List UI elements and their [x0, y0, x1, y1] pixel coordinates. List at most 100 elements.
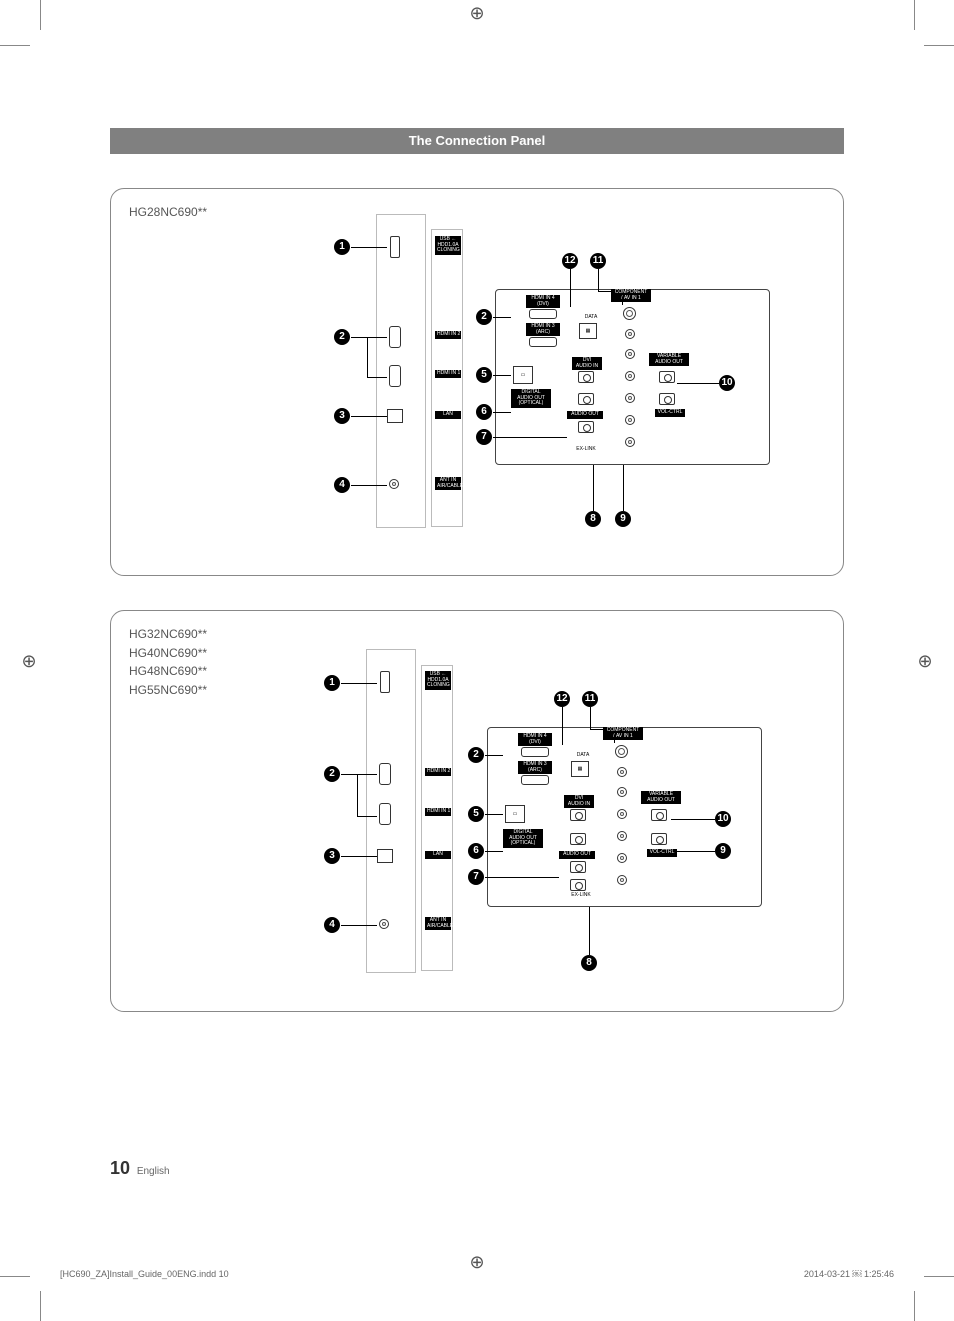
diagram-panel-hg32-55: HG32NC690** HG40NC690** HG48NC690** HG55…	[110, 610, 844, 1012]
volctrl-jack-icon	[659, 393, 675, 405]
avin2-b-icon	[617, 853, 627, 863]
callout-6: 6	[468, 843, 484, 859]
component-y-icon	[615, 745, 628, 758]
callout-2-left: 2	[334, 329, 350, 345]
callout-7: 7	[468, 869, 484, 885]
exlink-jack-icon	[570, 879, 586, 891]
variable-audio-label: VARIABLEAUDIO OUT	[649, 353, 689, 366]
hdmi1-label: HDMI IN 1	[435, 370, 461, 378]
rjp-port-icon: ▭	[513, 366, 533, 384]
volctrl-label: VOL-CTRL	[647, 849, 677, 857]
optical-jack-icon	[570, 833, 586, 845]
registration-icon: ⊕	[468, 4, 486, 22]
component-pr-icon	[625, 349, 635, 359]
hdmi4-label: HDMI IN 4(DVI)	[518, 733, 552, 746]
rjp-port-icon: ▭	[505, 805, 525, 823]
callout-8: 8	[585, 511, 601, 527]
optical-label: DIGITALAUDIO OUT(OPTICAL)	[511, 389, 551, 408]
callout-5: 5	[468, 806, 484, 822]
usb-label: USB ←HDD1.0ACLONING	[425, 671, 451, 690]
data-port-icon: ▦	[571, 761, 589, 777]
hdmi2-label: HDMI IN 2	[435, 331, 461, 339]
dvi-audio-label: DVIAUDIO IN	[564, 795, 594, 808]
crop-mark	[40, 1291, 41, 1321]
crop-mark	[0, 1276, 30, 1277]
audio-out-label: AUDIO OUT	[559, 851, 595, 859]
model-item: HG32NC690**	[129, 627, 207, 641]
callout-11: 11	[582, 691, 598, 707]
crop-mark	[40, 0, 41, 30]
avin2-b-icon	[625, 415, 635, 425]
callout-9: 9	[615, 511, 631, 527]
hdmi2-port-icon	[389, 326, 401, 348]
hdmi4-port-icon	[529, 309, 557, 319]
callout-7: 7	[476, 429, 492, 445]
page-number: 10 English	[110, 1158, 170, 1179]
hdmi2-label: HDMI IN 2	[425, 768, 451, 776]
callout-3: 3	[324, 848, 340, 864]
callout-11: 11	[590, 253, 606, 269]
page-content: The Connection Panel HG28NC690** USB ←HD…	[110, 128, 844, 1012]
registration-icon: ⊕	[20, 652, 38, 670]
antenna-label: ANT INAIR/CABLE	[435, 477, 461, 490]
callout-2-right: 2	[476, 309, 492, 325]
callout-4: 4	[334, 477, 350, 493]
callout-1: 1	[334, 239, 350, 255]
hdmi3-port-icon	[529, 337, 557, 347]
hdmi3-port-icon	[521, 775, 549, 785]
var-audio-jack-icon	[659, 371, 675, 383]
callout-8: 8	[581, 955, 597, 971]
footer-timestamp: 2014-03-21 ￼ 1:25:46	[804, 1269, 894, 1279]
data-port-icon: ▦	[579, 323, 597, 339]
model-label: HG28NC690**	[129, 203, 207, 222]
usb-port-icon	[380, 671, 390, 693]
crop-mark	[924, 1276, 954, 1277]
exlink-label: EX-LINK	[571, 447, 601, 453]
audio-out-jack-icon	[570, 861, 586, 873]
callout-1: 1	[324, 675, 340, 691]
component-r-icon	[625, 393, 635, 403]
section-title: The Connection Panel	[110, 128, 844, 154]
callout-3: 3	[334, 408, 350, 424]
optical-label: DIGITALAUDIO OUT(OPTICAL)	[503, 829, 543, 848]
hdmi3-label: HDMI IN 3(ARC)	[518, 761, 552, 774]
hdmi2-port-icon	[379, 763, 391, 785]
component-label: COMPONENT/ AV IN 1	[603, 727, 643, 740]
callout-10: 10	[719, 375, 735, 391]
crop-mark	[0, 45, 30, 46]
optical-jack-icon	[578, 393, 594, 405]
page-number-value: 10	[110, 1158, 130, 1178]
callout-5: 5	[476, 367, 492, 383]
model-label-list: HG32NC690** HG40NC690** HG48NC690** HG55…	[129, 625, 207, 699]
callout-2-left: 2	[324, 766, 340, 782]
component-pb-icon	[617, 767, 627, 777]
dvi-audio-jack-icon	[570, 809, 586, 821]
model-item: HG48NC690**	[129, 664, 207, 678]
var-audio-jack-icon	[651, 809, 667, 821]
callout-6: 6	[476, 404, 492, 420]
callout-12: 12	[562, 253, 578, 269]
usb-port-icon	[390, 236, 400, 258]
diagram-panel-hg28: HG28NC690** USB ←HDD1.0ACLONING HDMI IN …	[110, 188, 844, 576]
usb-label: USB ←HDD1.0ACLONING	[435, 236, 461, 255]
data-label: DATA	[579, 315, 603, 321]
callout-9: 9	[715, 843, 731, 859]
component-l-icon	[625, 371, 635, 381]
component-label: COMPONENT/ AV IN 1	[611, 289, 651, 302]
variable-audio-label: VARIABLEAUDIO OUT	[641, 791, 681, 804]
hdmi4-label: HDMI IN 4(DVI)	[526, 295, 560, 308]
lan-port-icon	[377, 849, 393, 863]
component-pr-icon	[617, 787, 627, 797]
dvi-audio-label: DVIAUDIO IN	[572, 357, 602, 370]
hdmi3-label: HDMI IN 3(ARC)	[526, 323, 560, 336]
component-y-icon	[623, 307, 636, 320]
crop-mark	[914, 1291, 915, 1321]
callout-10: 10	[715, 811, 731, 827]
crop-mark	[914, 0, 915, 30]
component-l-icon	[617, 809, 627, 819]
model-item: HG55NC690**	[129, 683, 207, 697]
hdmi1-port-icon	[379, 803, 391, 825]
page-language: English	[137, 1166, 170, 1177]
exlink-label: EX-LINK	[566, 893, 596, 899]
hdmi1-port-icon	[389, 365, 401, 387]
